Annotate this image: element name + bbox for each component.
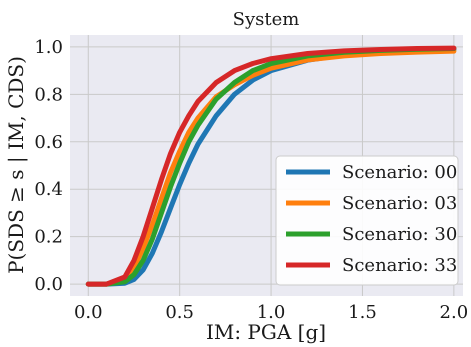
x-tick-label: 1.0 <box>257 302 286 323</box>
y-tick-label: 1.0 <box>34 37 63 58</box>
x-axis-label: IM: PGA [g] <box>206 320 326 344</box>
legend: Scenario: 00 Scenario: 03 Scenario: 30 S… <box>275 155 459 286</box>
y-tick-label: 0.2 <box>34 227 63 248</box>
x-tick-label: 0.5 <box>165 302 194 323</box>
x-tick-label: 2.0 <box>440 302 469 323</box>
y-tick-label: 0.0 <box>34 274 63 295</box>
series-lines <box>85 45 457 287</box>
legend-label-3: Scenario: 33 <box>342 255 457 276</box>
legend-box <box>275 155 459 286</box>
y-tick-label: 0.6 <box>34 132 63 153</box>
x-axis-ticks: 0.0 0.5 1.0 1.5 2.0 <box>74 302 468 323</box>
series-line-3 <box>85 45 457 287</box>
chart-title: System <box>233 9 300 30</box>
legend-label-0: Scenario: 00 <box>342 162 457 183</box>
series-line-1 <box>85 48 457 287</box>
x-tick-label: 1.5 <box>348 302 377 323</box>
y-tick-label: 0.8 <box>34 84 63 105</box>
y-axis-ticks: 0.0 0.2 0.4 0.6 0.8 1.0 <box>34 37 63 295</box>
y-tick-label: 0.4 <box>34 179 63 200</box>
x-tick-label: 0.0 <box>74 302 103 323</box>
y-axis-label: P(SDS ≥ s | IM, CDS) <box>4 56 29 274</box>
legend-label-2: Scenario: 30 <box>342 224 457 245</box>
legend-label-1: Scenario: 03 <box>342 193 457 214</box>
